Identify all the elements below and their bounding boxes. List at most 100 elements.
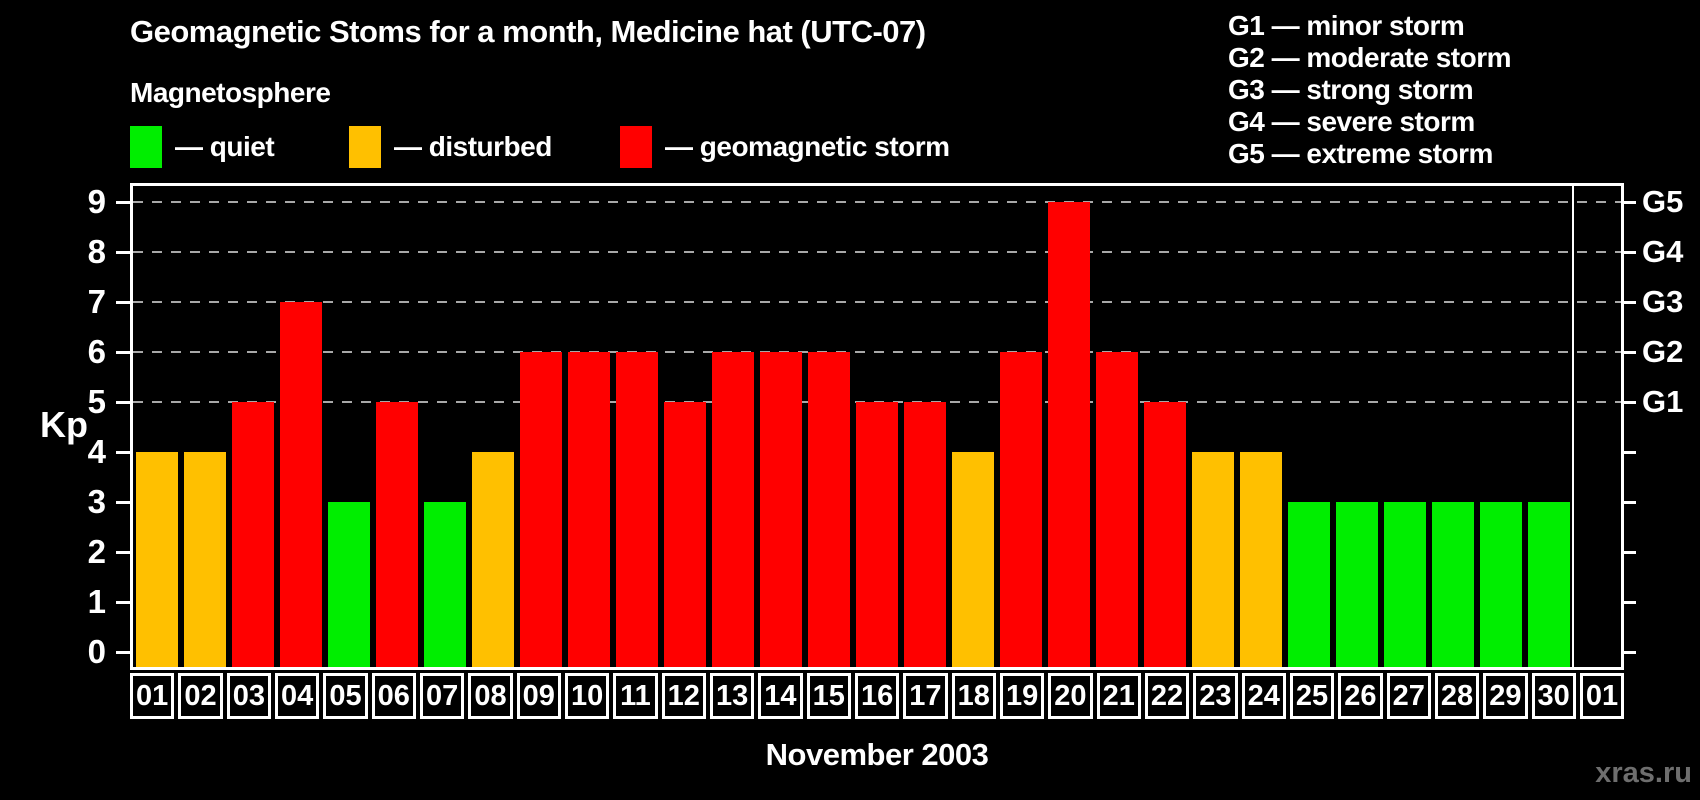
magnetosphere-label: Magnetosphere [130,77,331,108]
kp-bar-day-03 [232,402,274,667]
kp-bar-day-09 [520,352,562,667]
g-scale-line-g1: G1 — minor storm [1228,10,1465,41]
day-cell: 10 [564,673,610,719]
day-cell: 26 [1338,673,1383,719]
kp-bar-day-16 [856,402,898,667]
storm-color-swatch [620,126,652,168]
watermark: xras.ru [1595,757,1692,789]
y-tick-left-9 [116,201,130,204]
day-cell: 15 [806,673,851,719]
g-scale-line-g2: G2 — moderate storm [1228,42,1512,73]
kp-bar-day-17 [904,402,946,667]
y-axis-label-3: 3 [87,483,106,520]
right-axis-label-g4: G4 [1642,234,1684,269]
kp-bar-day-05 [328,502,370,667]
y-tick-left-6 [116,351,130,354]
y-tick-left-8 [116,251,130,254]
legend-label-disturbed: — disturbed [394,131,552,162]
y-tick-right-2 [1624,551,1636,554]
kp-bar-day-30 [1528,502,1570,667]
day-cell: 06 [371,673,416,719]
day-cell: 24 [1241,673,1286,719]
kp-bar-day-11 [616,352,658,667]
y-tick-right-7 [1624,301,1636,304]
legend-label-storm: — geomagnetic storm [665,131,950,162]
gridline-kp-8 [133,251,1621,253]
day-cell: 18 [951,673,996,719]
right-axis-label-g2: G2 [1642,334,1684,369]
kp-bar-day-19 [1000,352,1042,667]
legend-item-disturbed: — disturbed [349,123,552,171]
day-cell: 09 [516,673,561,719]
y-axis-title: Kp [40,404,88,445]
right-axis-label-g1: G1 [1642,384,1684,419]
day-cell: 22 [1144,673,1190,719]
kp-bar-day-27 [1384,502,1426,667]
y-tick-left-5 [116,401,130,404]
day-cell: 08 [468,673,513,719]
y-tick-left-1 [116,601,130,604]
day-cell: 03 [226,673,271,719]
kp-bar-day-15 [808,352,850,667]
kp-bar-day-04 [280,302,322,667]
y-tick-left-4 [116,451,130,454]
y-axis-label-4: 4 [87,433,106,470]
day-cell: 04 [274,673,320,719]
day-cell: 11 [613,673,658,719]
kp-bar-day-02 [184,452,226,667]
day-cell: 30 [1531,673,1576,719]
legend-item-storm: — geomagnetic storm [620,123,950,171]
day-cell: 19 [999,673,1045,719]
y-tick-right-8 [1624,251,1636,254]
day-cell: 01 [1579,673,1625,719]
kp-bar-day-12 [664,402,706,667]
gridline-kp-9 [133,201,1621,203]
day-cell: 07 [419,673,465,719]
kp-bar-day-14 [760,352,802,667]
kp-bar-day-01 [136,452,178,667]
month-boundary-line [1572,186,1574,667]
kp-bar-day-25 [1288,502,1330,667]
y-axis-label-0: 0 [87,633,106,670]
kp-bar-day-20 [1048,202,1090,667]
kp-bar-day-10 [568,352,610,667]
day-cell: 21 [1096,673,1141,719]
kp-bar-day-21 [1096,352,1138,667]
y-axis-label-1: 1 [87,583,106,620]
x-axis-day-labels: 01 02 03 04 05 06 07 08 09 10 11 12 13 14 15 16 17 18 19 20… [130,673,1625,719]
y-tick-right-0 [1624,651,1636,654]
day-cell: 02 [178,673,223,719]
day-cell: 29 [1483,673,1528,719]
day-cell: 05 [323,673,368,719]
kp-bar-day-23 [1192,452,1234,667]
g-scale-line-g4: G4 — severe storm [1228,106,1475,137]
y-axis-label-5: 5 [87,383,106,420]
day-cell: 13 [709,673,755,719]
g-scale-line-g5: G5 — extreme storm [1228,138,1493,169]
gridline-kp-6 [133,351,1621,353]
kp-bar-day-06 [376,402,418,667]
g-scale-legend: G1 — minor storm G2 — moderate storm G3 … [1228,10,1512,170]
disturbed-color-swatch [349,126,381,168]
kp-bar-day-07 [424,502,466,667]
chart-title: Geomagnetic Stoms for a month, Medicine … [130,14,926,49]
kp-bar-day-28 [1432,502,1474,667]
g-scale-line-g3: G3 — strong storm [1228,74,1474,105]
day-cell: 25 [1289,673,1335,719]
day-cell: 23 [1193,673,1238,719]
y-axis-label-6: 6 [87,333,106,370]
day-cell: 28 [1434,673,1480,719]
y-tick-right-1 [1624,601,1636,604]
y-tick-left-3 [116,501,130,504]
y-tick-left-2 [116,551,130,554]
kp-bar-day-13 [712,352,754,667]
quiet-color-swatch [130,126,162,168]
kp-bar-day-18 [952,452,994,667]
y-axis-label-2: 2 [87,533,106,570]
right-axis-label-g5: G5 [1642,184,1684,219]
kp-bar-day-26 [1336,502,1378,667]
y-tick-right-4 [1624,451,1636,454]
x-axis-title: November 2003 [765,737,989,772]
y-tick-right-9 [1624,201,1636,204]
